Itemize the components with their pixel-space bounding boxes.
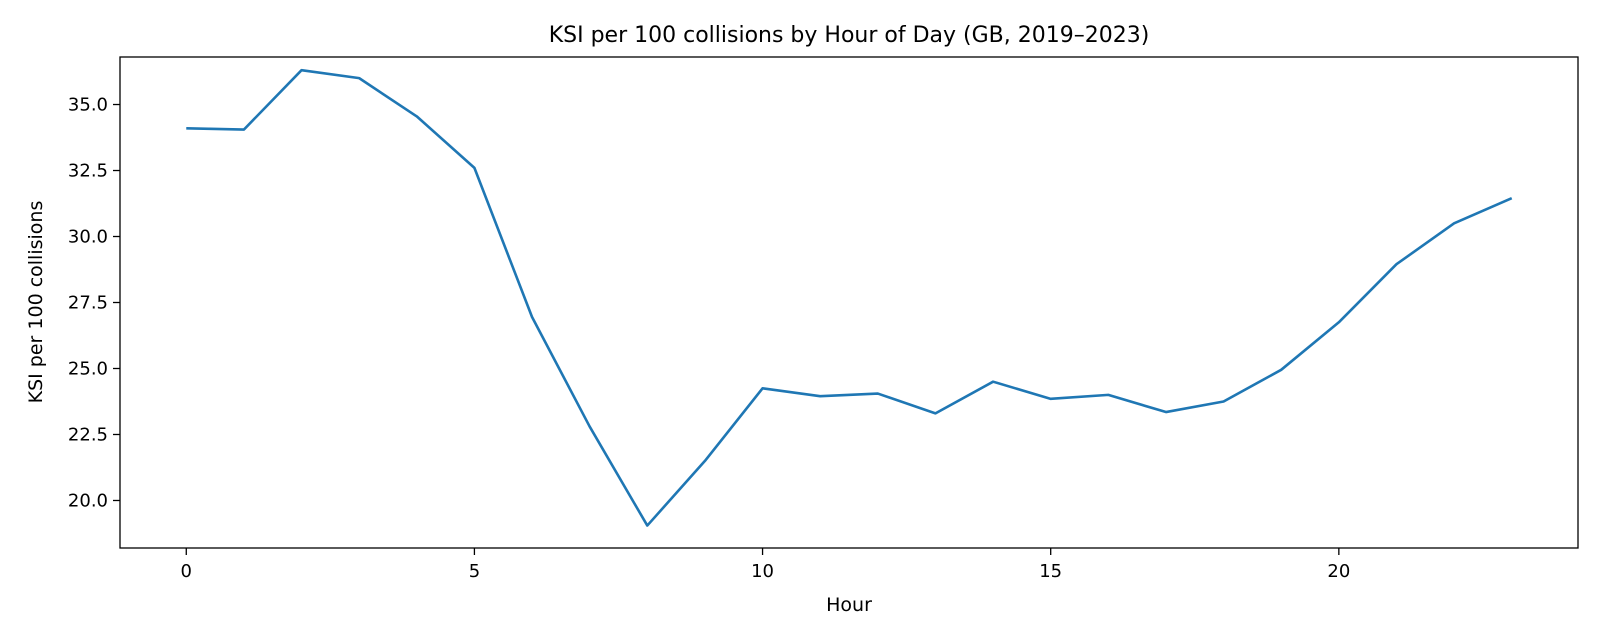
y-tick-label: 20.0	[68, 490, 108, 511]
x-axis: 0 5 10 15 20	[181, 548, 1350, 582]
y-tick-label: 32.5	[68, 161, 108, 182]
y-axis-label: KSI per 100 collisions	[25, 201, 47, 404]
y-tick-label: 35.0	[68, 95, 108, 116]
series-line-0	[186, 68, 1513, 527]
y-axis: 20.0 22.5 25.0 27.5 30.0 32.5 35.0	[68, 95, 120, 511]
x-tick-label: 15	[1039, 561, 1062, 582]
plot-area	[119, 56, 1579, 549]
x-tick-label: 20	[1327, 561, 1350, 582]
y-tick-label: 25.0	[68, 358, 108, 379]
x-tick-label: 5	[469, 561, 480, 582]
y-tick-label: 27.5	[68, 293, 108, 314]
y-tick-label: 22.5	[68, 424, 108, 445]
x-axis-label: Hour	[826, 594, 872, 616]
y-tick-label: 30.0	[68, 227, 108, 248]
x-tick-label: 0	[181, 561, 192, 582]
x-tick-label: 10	[751, 561, 774, 582]
chart-title: KSI per 100 collisions by Hour of Day (G…	[549, 23, 1150, 48]
